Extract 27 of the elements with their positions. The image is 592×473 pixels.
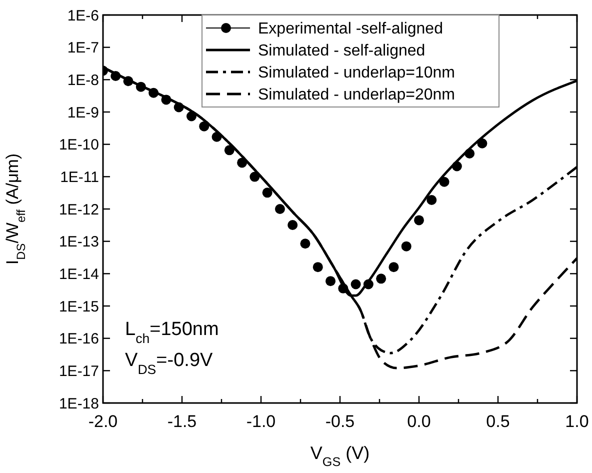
annotation: L$_{ch}$=150nm <box>125 319 219 346</box>
legend-label: Experimental -self-aligned <box>258 20 443 38</box>
legend-label: Simulated - underlap=10nm <box>258 64 456 82</box>
y-tick-label: 1E-10 <box>58 136 99 154</box>
legend-label: Simulated - self-aligned <box>258 42 426 60</box>
x-tick-label: 0.0 <box>407 412 431 431</box>
y-tick-label: 1E-15 <box>58 298 99 316</box>
x-tick-label: -0.5 <box>325 412 355 431</box>
legend-label: Simulated - underlap=20nm <box>258 86 456 104</box>
y-tick-label: 1E-6 <box>67 7 99 24</box>
y-tick-label: 1E-14 <box>58 266 99 283</box>
y-tick-label: 1E-18 <box>58 395 99 412</box>
y-tick-label: 1E-17 <box>58 362 99 380</box>
y-tick-label: 1E-11 <box>60 168 99 186</box>
x-tick-label: 1.0 <box>565 412 589 431</box>
x-tick-label: 0.5 <box>486 412 510 431</box>
y-tick-label: 1E-16 <box>58 330 99 348</box>
y-tick-label: 1E-13 <box>58 234 99 251</box>
annotation: V$_{DS}$=-0.9V <box>125 350 214 376</box>
x-tick-label: -2.0 <box>88 412 118 431</box>
x-tick-label: -1.0 <box>246 412 276 431</box>
y-tick-label: 1E-7 <box>67 40 99 57</box>
x-tick-label: -1.5 <box>167 412 197 431</box>
y-tick-label: 1E-9 <box>67 104 99 122</box>
y-tick-label: 1E-8 <box>67 72 99 89</box>
y-tick-label: 1E-12 <box>58 201 99 218</box>
x-axis-title: V$_{GS}$ (V) <box>310 443 370 469</box>
